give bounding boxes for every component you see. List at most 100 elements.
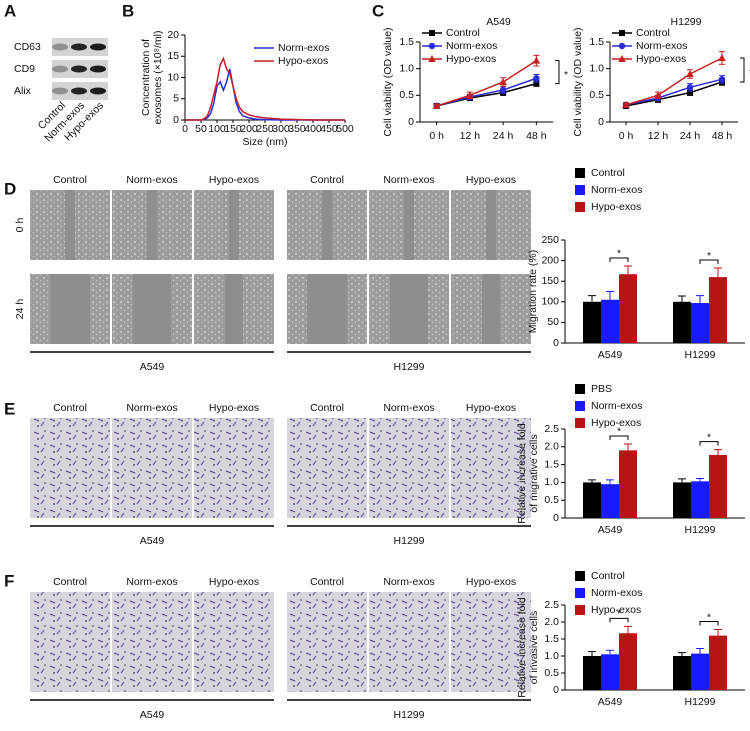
legend-swatch — [575, 571, 585, 581]
y-tick-label: 0 — [173, 114, 179, 126]
data-line — [185, 68, 345, 121]
y-tick-label: 0 — [553, 337, 559, 349]
panel-label: B — [122, 1, 134, 20]
bar — [691, 481, 709, 518]
bar — [619, 274, 637, 343]
y-tick-label: 0.5 — [544, 667, 559, 679]
legend-label: Control — [591, 570, 625, 582]
column-label: Hypo-exos — [466, 402, 516, 414]
error-bar — [588, 295, 596, 302]
x-tick-label: 24 h — [493, 130, 514, 142]
marker — [466, 91, 474, 99]
x-tick-label: 12 h — [648, 130, 669, 142]
cell-line-label: H1299 — [394, 535, 425, 547]
y-axis-label: Cell viability (OD value) — [382, 27, 394, 136]
cell-line-label: H1299 — [394, 361, 425, 373]
column-label: Control — [310, 402, 344, 414]
y-tick-label: 2.5 — [544, 599, 559, 611]
legend-label: Hypo-exos — [591, 417, 641, 429]
error-bar — [678, 478, 686, 483]
error-bar — [714, 449, 722, 455]
legend-label: Control — [591, 167, 625, 179]
legend-marker — [618, 42, 626, 50]
cell-line-label: H1299 — [394, 709, 425, 721]
cell-line-label: A549 — [140, 535, 165, 547]
column-label: Norm-exos — [383, 174, 434, 186]
x-tick-label: 48 h — [526, 130, 547, 142]
x-tick-label: A549 — [598, 349, 623, 361]
x-tick-label: 12 h — [460, 130, 481, 142]
significance-bracket — [740, 57, 745, 83]
column-label: Hypo-exos — [209, 174, 259, 186]
significance-bracket — [555, 60, 560, 85]
x-tick-label: 400 — [304, 123, 322, 135]
row-label: 0 h — [14, 218, 26, 233]
data-line — [625, 81, 723, 107]
legend-label: PBS — [591, 383, 612, 395]
significance-bracket — [609, 435, 629, 440]
error-bar — [714, 267, 722, 278]
significance-bracket — [699, 441, 719, 446]
marker — [432, 102, 441, 109]
error-bar — [696, 477, 704, 482]
y-tick-label: 1.0 — [544, 650, 559, 662]
micrograph — [451, 592, 531, 692]
y-tick-label: 0.5 — [399, 89, 414, 101]
blot-band — [71, 87, 87, 95]
bar — [619, 450, 637, 518]
significance-bracket — [609, 617, 629, 623]
error-bar — [606, 479, 614, 485]
bar — [673, 656, 691, 690]
wound-gap — [322, 190, 332, 260]
bar — [601, 299, 619, 343]
micrograph — [194, 592, 274, 692]
wound-gap — [307, 274, 347, 344]
cell-line-label: A549 — [140, 361, 165, 373]
marker — [622, 100, 630, 108]
wound-gap — [486, 190, 496, 260]
bar — [709, 635, 727, 690]
y-tick-label: 5 — [173, 93, 179, 105]
y-axis-label: of migrative cells — [528, 434, 540, 512]
blot-band — [71, 43, 87, 51]
micrograph — [112, 418, 192, 518]
significance-label: * — [707, 250, 711, 262]
y-axis-label: of invasive cells — [528, 611, 540, 685]
marker — [718, 76, 726, 83]
data-line — [625, 57, 723, 106]
x-tick-label: 24 h — [680, 130, 701, 142]
bar — [583, 656, 601, 690]
x-tick-label: 48 h — [712, 130, 733, 142]
blot-band — [90, 65, 106, 73]
significance-label: * — [564, 69, 568, 81]
row-label: 24 h — [14, 299, 26, 320]
data-line — [625, 78, 723, 106]
micrograph — [369, 418, 449, 518]
wound-gap — [50, 274, 90, 344]
significance-bracket — [609, 257, 629, 262]
legend-marker — [428, 42, 436, 50]
marker — [533, 80, 540, 87]
error-bar — [624, 443, 632, 451]
legend-swatch — [575, 401, 585, 411]
marker — [654, 91, 662, 99]
y-tick-label: 250 — [541, 234, 559, 246]
legend-label: Hypo-exos — [446, 53, 496, 65]
bar — [673, 301, 691, 343]
significance-label: * — [707, 611, 711, 623]
x-tick-label: 450 — [320, 123, 338, 135]
legend-label: Norm-exos — [591, 184, 642, 196]
column-label: Hypo-exos — [466, 576, 516, 588]
x-tick-label: 250 — [256, 123, 274, 135]
blot-band — [90, 43, 106, 51]
error-bar — [696, 648, 704, 654]
x-tick-label: H1299 — [685, 524, 716, 536]
marker — [686, 70, 694, 77]
significance-label: * — [707, 431, 711, 443]
marker — [533, 75, 540, 82]
x-tick-label: A549 — [598, 696, 623, 708]
micrograph — [30, 418, 110, 518]
legend-swatch — [575, 202, 585, 212]
column-label: Norm-exos — [383, 402, 434, 414]
